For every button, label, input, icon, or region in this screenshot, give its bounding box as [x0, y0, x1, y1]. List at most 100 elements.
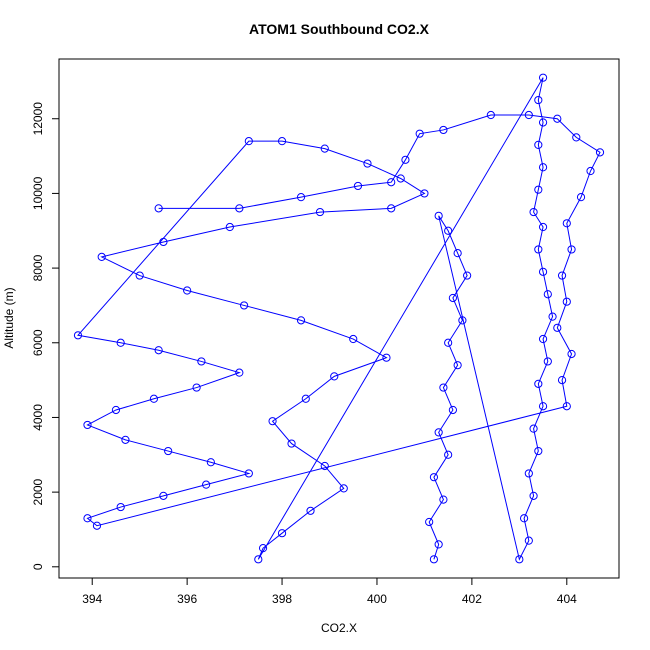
data-point	[320, 461, 329, 471]
data-point	[306, 506, 315, 515]
data-point	[315, 207, 325, 217]
data-point	[595, 148, 605, 157]
data-point	[538, 163, 548, 172]
data-point	[235, 368, 244, 377]
x-tick-label: 396	[177, 592, 197, 606]
data-point	[425, 517, 434, 527]
data-point	[387, 204, 396, 213]
x-tick-label: 394	[82, 592, 102, 606]
data-point	[296, 193, 306, 202]
data-point	[239, 301, 249, 310]
data-point	[567, 245, 576, 254]
data-point	[553, 323, 562, 332]
data-point	[439, 125, 448, 135]
data-point	[83, 514, 92, 523]
data-point	[268, 417, 277, 426]
data-point	[225, 222, 234, 232]
data-point	[202, 480, 211, 489]
data-point	[562, 219, 571, 228]
data-point	[439, 383, 448, 392]
data-point	[83, 420, 92, 430]
y-axis-label: Altitude (m)	[2, 287, 16, 348]
data-point	[534, 446, 543, 456]
data-point	[183, 286, 192, 295]
data-point	[121, 435, 130, 444]
data-point	[197, 357, 206, 366]
data-point	[548, 312, 557, 321]
data-point	[538, 222, 548, 232]
data-point	[586, 166, 595, 176]
data-point	[244, 469, 253, 478]
data-point	[164, 446, 173, 456]
data-point	[277, 529, 287, 538]
x-tick-label: 400	[367, 592, 387, 606]
data-point	[439, 495, 448, 504]
data-point	[567, 349, 576, 359]
data-point	[92, 521, 102, 530]
data-point	[154, 204, 163, 213]
data-point	[524, 469, 533, 478]
data-point	[73, 331, 83, 340]
data-point	[420, 189, 429, 198]
data-point	[448, 405, 457, 415]
data-point	[159, 237, 168, 247]
data-point	[444, 450, 453, 459]
y-tick-label: 0	[31, 563, 45, 570]
x-axis: 394 396 398 400 402 404	[82, 577, 577, 606]
data-point	[543, 357, 552, 366]
data-point	[529, 491, 538, 500]
y-tick-label: 12000	[31, 102, 45, 136]
data-point	[534, 95, 543, 105]
data-point	[557, 271, 567, 280]
data-point	[453, 361, 462, 370]
data-point	[538, 118, 548, 127]
data-point	[444, 226, 453, 235]
y-tick-label: 10000	[31, 176, 45, 210]
data-point	[576, 193, 586, 202]
data-point	[534, 185, 543, 194]
data-point	[401, 155, 410, 164]
data-point	[396, 174, 405, 183]
data-point	[534, 245, 543, 254]
data-point	[519, 514, 529, 523]
data-point	[444, 338, 453, 347]
data-point	[301, 394, 310, 403]
data-point	[116, 338, 125, 347]
data-point	[287, 439, 296, 448]
x-tick-label: 402	[462, 592, 482, 606]
data-point	[486, 110, 495, 120]
data-point	[149, 394, 159, 403]
data-point	[538, 73, 548, 82]
data-point	[244, 137, 253, 146]
data-point	[111, 405, 121, 415]
data-point	[557, 376, 567, 385]
data-point	[415, 129, 424, 138]
data-point	[235, 204, 244, 213]
y-tick-label: 8000	[31, 254, 45, 281]
data-point	[458, 316, 467, 325]
data-point	[538, 334, 548, 344]
data-point	[116, 502, 125, 512]
chart-title: ATOM1 Southbound CO2.X	[249, 21, 430, 37]
data-point	[434, 428, 443, 437]
x-axis-label: CO2.X	[321, 621, 357, 635]
y-axis: 0 2000 4000 6000 8000 10000 12000	[31, 102, 60, 570]
y-tick-label: 4000	[31, 404, 45, 431]
data-point	[296, 316, 306, 325]
data-point	[543, 290, 552, 299]
data-point	[330, 372, 339, 381]
data-point	[429, 473, 439, 482]
data-point	[553, 114, 562, 123]
y-tick-label: 2000	[31, 478, 45, 505]
data-point	[159, 491, 168, 500]
data-point	[534, 379, 543, 388]
data-point	[135, 271, 144, 280]
data-point	[515, 555, 524, 564]
data-point	[363, 159, 372, 168]
series-line	[77, 77, 601, 561]
data-layer	[73, 73, 605, 564]
plot-frame	[58, 58, 620, 579]
data-point	[97, 252, 106, 261]
data-point	[353, 181, 363, 191]
data-point	[562, 297, 571, 306]
